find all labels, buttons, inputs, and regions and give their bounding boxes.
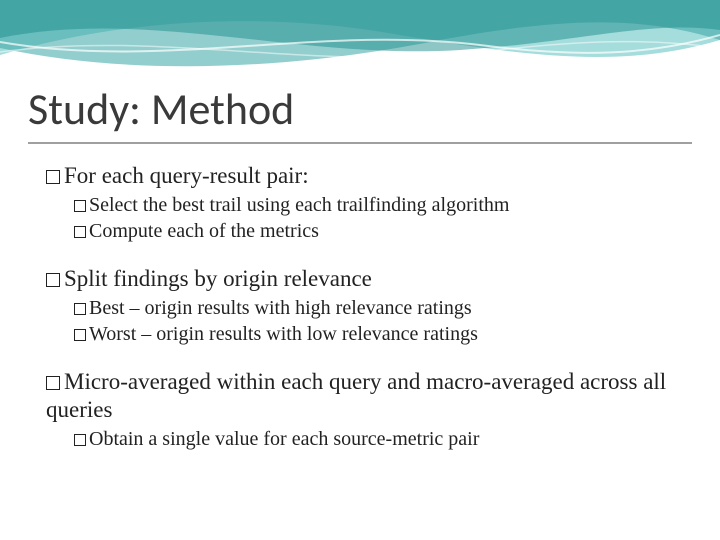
- bullet-item: Compute each of the metrics: [28, 219, 692, 244]
- title-underline: [28, 142, 692, 144]
- bullet-text: For each query-result pair:: [64, 163, 309, 188]
- bullet-box-icon: [74, 200, 86, 212]
- bullet-text: Best – origin results with high relevanc…: [89, 297, 472, 319]
- bullet-item: Best – origin results with high relevanc…: [28, 296, 692, 321]
- bullet-text: Worst – origin results with low relevanc…: [89, 323, 478, 345]
- bullet-item: Micro-averaged within each query and mac…: [28, 368, 692, 426]
- bullet-box-icon: [46, 376, 60, 390]
- bullet-text: Compute each of the metrics: [89, 220, 319, 242]
- bullet-text: Micro-averaged within each query and mac…: [46, 369, 666, 423]
- bullet-item: Worst – origin results with low relevanc…: [28, 322, 692, 347]
- bullet-box-icon: [74, 226, 86, 238]
- bullet-box-icon: [74, 434, 86, 446]
- bullet-text: Select the best trail using each trailfi…: [89, 194, 509, 216]
- bullet-box-icon: [46, 170, 60, 184]
- bullet-text: Split findings by origin relevance: [64, 266, 372, 291]
- bullet-box-icon: [74, 329, 86, 341]
- bullet-box-icon: [46, 273, 60, 287]
- bullet-item: Obtain a single value for each source-me…: [28, 427, 692, 452]
- slide-title: Study: Method: [28, 82, 692, 136]
- bullet-text: Obtain a single value for each source-me…: [89, 428, 479, 450]
- slide-content: Study: Method For each query-result pair…: [0, 0, 720, 452]
- bullet-box-icon: [74, 303, 86, 315]
- bullet-item: Split findings by origin relevance: [28, 265, 692, 294]
- bullet-item: For each query-result pair:: [28, 162, 692, 191]
- bullet-item: Select the best trail using each trailfi…: [28, 193, 692, 218]
